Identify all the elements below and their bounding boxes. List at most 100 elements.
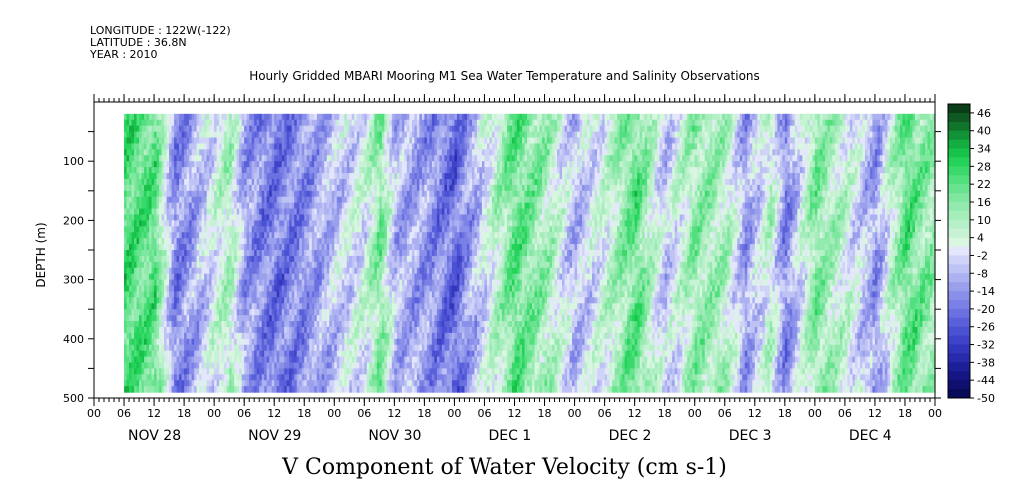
heatmap-cell xyxy=(144,255,148,263)
heatmap-cell xyxy=(149,267,153,275)
heatmap-cell xyxy=(176,149,180,156)
heatmap-cell xyxy=(226,315,230,322)
heatmap-cell xyxy=(181,161,185,168)
heatmap-cell xyxy=(191,113,195,121)
heatmap-cell xyxy=(159,338,163,346)
heatmap-cell xyxy=(144,332,148,340)
heatmap-cell xyxy=(201,125,205,133)
heatmap-cell xyxy=(129,125,133,133)
heatmap-cell xyxy=(231,356,235,364)
heatmap-cell xyxy=(146,226,150,233)
heatmap-cell xyxy=(186,232,190,239)
heatmap-cell xyxy=(219,261,223,269)
heatmap-cell xyxy=(249,220,253,227)
heatmap-cell xyxy=(169,113,173,121)
heatmap-cell xyxy=(199,356,203,364)
heatmap-cell xyxy=(254,202,258,210)
heatmap-cell xyxy=(191,149,195,156)
heatmap-cell xyxy=(214,113,218,121)
heatmap-cell xyxy=(166,119,170,127)
heatmap-cell xyxy=(246,356,250,364)
heatmap-cell xyxy=(221,167,225,174)
heatmap-cell xyxy=(221,149,225,156)
heatmap-cell xyxy=(226,255,230,263)
heatmap-cell xyxy=(136,208,140,216)
heatmap-cell xyxy=(184,137,188,145)
heatmap-cell xyxy=(164,155,168,162)
heatmap-cell xyxy=(159,285,163,293)
heatmap-cell xyxy=(241,149,245,156)
heatmap-cell xyxy=(129,220,133,227)
heatmap-cell xyxy=(224,238,228,245)
heatmap-cell xyxy=(129,261,133,269)
latitude-label: LATITUDE : 36.8N xyxy=(90,36,187,49)
heatmap-cell xyxy=(126,131,130,139)
heatmap-cell xyxy=(186,344,190,352)
heatmap-cell xyxy=(224,173,228,180)
heatmap-cell xyxy=(189,161,193,168)
heatmap-cell xyxy=(129,232,133,239)
heatmap-cell xyxy=(196,321,200,328)
heatmap-cell xyxy=(191,303,195,310)
heatmap-cell xyxy=(161,196,165,204)
heatmap-cell xyxy=(236,250,240,257)
heatmap-cell xyxy=(229,238,233,245)
heatmap-cell xyxy=(194,137,198,145)
heatmap-cell xyxy=(229,291,233,298)
heatmap-cell xyxy=(206,119,210,127)
heatmap-cell xyxy=(199,113,203,121)
heatmap-cell xyxy=(241,143,245,150)
heatmap-cell xyxy=(186,208,190,216)
heatmap-cell xyxy=(229,255,233,263)
heatmap-cell xyxy=(179,131,183,139)
heatmap-cell xyxy=(184,220,188,227)
heatmap-cell xyxy=(186,214,190,221)
heatmap-cell xyxy=(164,238,168,245)
heatmap-cell xyxy=(129,202,133,210)
heatmap-cell xyxy=(166,238,170,245)
heatmap-cell xyxy=(191,255,195,263)
heatmap-cell xyxy=(211,113,215,121)
heatmap-cell xyxy=(234,321,238,328)
heatmap-cell xyxy=(149,167,153,174)
heatmap-cell xyxy=(199,386,203,393)
heatmap-cell xyxy=(191,297,195,304)
heatmap-cell xyxy=(216,250,220,257)
heatmap-cell xyxy=(159,137,163,145)
heatmap-cell xyxy=(161,226,165,233)
heatmap-cell xyxy=(231,338,235,346)
heatmap-cell xyxy=(226,350,230,358)
heatmap-cell xyxy=(141,119,145,127)
heatmap-cell xyxy=(201,244,205,251)
heatmap-cell xyxy=(179,362,183,369)
heatmap-cell xyxy=(201,368,205,375)
heatmap-cell xyxy=(196,332,200,340)
heatmap-cell xyxy=(164,279,168,287)
heatmap-cell xyxy=(129,326,133,334)
heatmap-cell xyxy=(216,232,220,239)
heatmap-cell xyxy=(204,309,208,316)
heatmap-cell xyxy=(161,238,165,245)
heatmap-cell xyxy=(154,226,158,233)
heatmap-cell xyxy=(129,131,133,139)
heatmap-cell xyxy=(149,184,153,192)
heatmap-cell xyxy=(136,321,140,328)
heatmap-cell xyxy=(224,214,228,221)
heatmap-cell xyxy=(191,326,195,334)
heatmap-cell xyxy=(164,386,168,393)
heatmap-cell xyxy=(194,244,198,251)
heatmap-cell xyxy=(196,309,200,316)
heatmap-cell xyxy=(214,321,218,328)
heatmap-cell xyxy=(204,332,208,340)
heatmap-cell xyxy=(209,202,213,210)
heatmap-cell xyxy=(174,220,178,227)
heatmap-cell xyxy=(211,232,215,239)
heatmap-cell xyxy=(139,143,143,150)
heatmap-cell xyxy=(236,279,240,287)
heatmap-cell xyxy=(146,143,150,150)
heatmap-cell xyxy=(124,226,128,233)
heatmap-cell xyxy=(181,232,185,239)
longitude-label: LONGITUDE : 122W(-122) xyxy=(90,24,231,37)
heatmap-cell xyxy=(144,155,148,162)
heatmap-cell xyxy=(179,232,183,239)
